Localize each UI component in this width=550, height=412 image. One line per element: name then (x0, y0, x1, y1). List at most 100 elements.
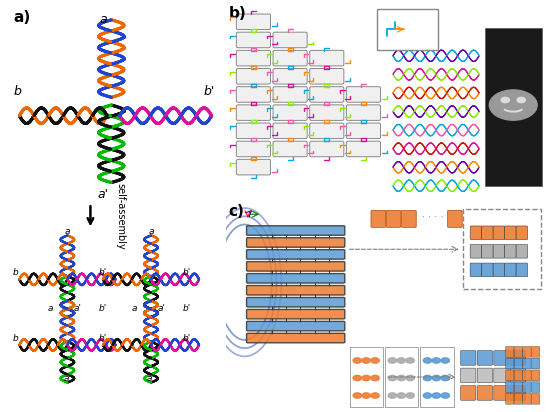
FancyBboxPatch shape (523, 358, 531, 369)
Circle shape (362, 358, 370, 363)
FancyBboxPatch shape (463, 209, 541, 290)
FancyBboxPatch shape (514, 382, 522, 392)
FancyBboxPatch shape (494, 386, 509, 400)
Text: b: b (12, 268, 18, 277)
FancyBboxPatch shape (273, 50, 307, 66)
FancyBboxPatch shape (236, 159, 271, 175)
Text: a: a (99, 13, 107, 26)
Circle shape (424, 358, 432, 363)
FancyBboxPatch shape (505, 393, 514, 404)
FancyBboxPatch shape (514, 393, 522, 404)
Text: a': a' (147, 375, 155, 384)
Circle shape (490, 90, 537, 120)
FancyBboxPatch shape (514, 370, 522, 381)
FancyBboxPatch shape (470, 263, 482, 277)
FancyBboxPatch shape (310, 68, 344, 84)
Circle shape (406, 375, 414, 381)
Text: a': a' (63, 375, 72, 384)
FancyBboxPatch shape (236, 32, 271, 48)
FancyBboxPatch shape (246, 309, 345, 319)
FancyBboxPatch shape (531, 358, 540, 369)
Text: · · · ·: · · · · (422, 212, 443, 222)
FancyBboxPatch shape (531, 382, 540, 392)
FancyBboxPatch shape (505, 263, 516, 277)
FancyBboxPatch shape (246, 250, 345, 259)
FancyBboxPatch shape (523, 346, 531, 357)
Text: c): c) (229, 204, 245, 219)
FancyBboxPatch shape (346, 123, 381, 138)
Circle shape (353, 358, 361, 363)
FancyBboxPatch shape (310, 87, 344, 102)
Circle shape (406, 393, 414, 398)
FancyBboxPatch shape (531, 346, 540, 357)
Text: self-assembly: self-assembly (116, 183, 125, 250)
Text: b': b' (204, 85, 214, 98)
Text: a: a (48, 304, 53, 313)
Text: b: b (13, 85, 21, 98)
FancyBboxPatch shape (273, 68, 307, 84)
Circle shape (406, 358, 414, 363)
Circle shape (397, 375, 405, 381)
Text: a': a' (97, 188, 108, 201)
Text: a): a) (13, 10, 30, 25)
Text: b': b' (183, 334, 191, 343)
Circle shape (371, 358, 380, 363)
FancyBboxPatch shape (505, 358, 514, 369)
FancyBboxPatch shape (310, 123, 344, 138)
FancyBboxPatch shape (523, 370, 531, 381)
FancyBboxPatch shape (477, 351, 492, 365)
FancyBboxPatch shape (420, 347, 454, 407)
FancyBboxPatch shape (505, 370, 514, 381)
Circle shape (441, 375, 449, 381)
Circle shape (424, 393, 432, 398)
FancyBboxPatch shape (346, 105, 381, 120)
Circle shape (362, 375, 370, 381)
FancyBboxPatch shape (236, 105, 271, 120)
FancyBboxPatch shape (236, 87, 271, 102)
Text: a: a (131, 304, 137, 313)
FancyBboxPatch shape (477, 386, 492, 400)
FancyBboxPatch shape (516, 263, 527, 277)
FancyBboxPatch shape (346, 87, 381, 102)
Circle shape (432, 358, 441, 363)
Circle shape (388, 358, 397, 363)
Text: b: b (12, 334, 18, 343)
Text: a': a' (157, 304, 166, 313)
FancyBboxPatch shape (516, 245, 527, 258)
Text: a: a (148, 227, 154, 236)
FancyBboxPatch shape (350, 347, 383, 407)
FancyBboxPatch shape (482, 263, 493, 277)
FancyBboxPatch shape (482, 245, 493, 258)
Text: b': b' (183, 268, 191, 277)
Circle shape (441, 393, 449, 398)
Circle shape (397, 358, 405, 363)
FancyBboxPatch shape (470, 226, 482, 240)
FancyBboxPatch shape (385, 347, 419, 407)
FancyBboxPatch shape (246, 286, 345, 295)
FancyBboxPatch shape (482, 226, 493, 240)
FancyBboxPatch shape (523, 382, 531, 392)
FancyBboxPatch shape (371, 210, 386, 227)
FancyBboxPatch shape (236, 68, 271, 84)
FancyBboxPatch shape (246, 238, 345, 247)
FancyBboxPatch shape (460, 351, 476, 365)
Circle shape (353, 393, 361, 398)
FancyBboxPatch shape (505, 245, 516, 258)
FancyBboxPatch shape (273, 123, 307, 138)
Text: b': b' (99, 334, 107, 343)
FancyBboxPatch shape (505, 226, 516, 240)
FancyBboxPatch shape (493, 263, 505, 277)
FancyBboxPatch shape (470, 245, 482, 258)
FancyBboxPatch shape (377, 9, 438, 49)
FancyBboxPatch shape (246, 333, 345, 343)
FancyBboxPatch shape (494, 351, 509, 365)
FancyBboxPatch shape (273, 105, 307, 120)
Circle shape (432, 375, 441, 381)
FancyBboxPatch shape (505, 382, 514, 392)
FancyBboxPatch shape (523, 393, 531, 404)
Circle shape (424, 375, 432, 381)
FancyBboxPatch shape (493, 245, 505, 258)
FancyBboxPatch shape (510, 386, 526, 400)
Circle shape (362, 393, 370, 398)
FancyBboxPatch shape (402, 210, 416, 227)
